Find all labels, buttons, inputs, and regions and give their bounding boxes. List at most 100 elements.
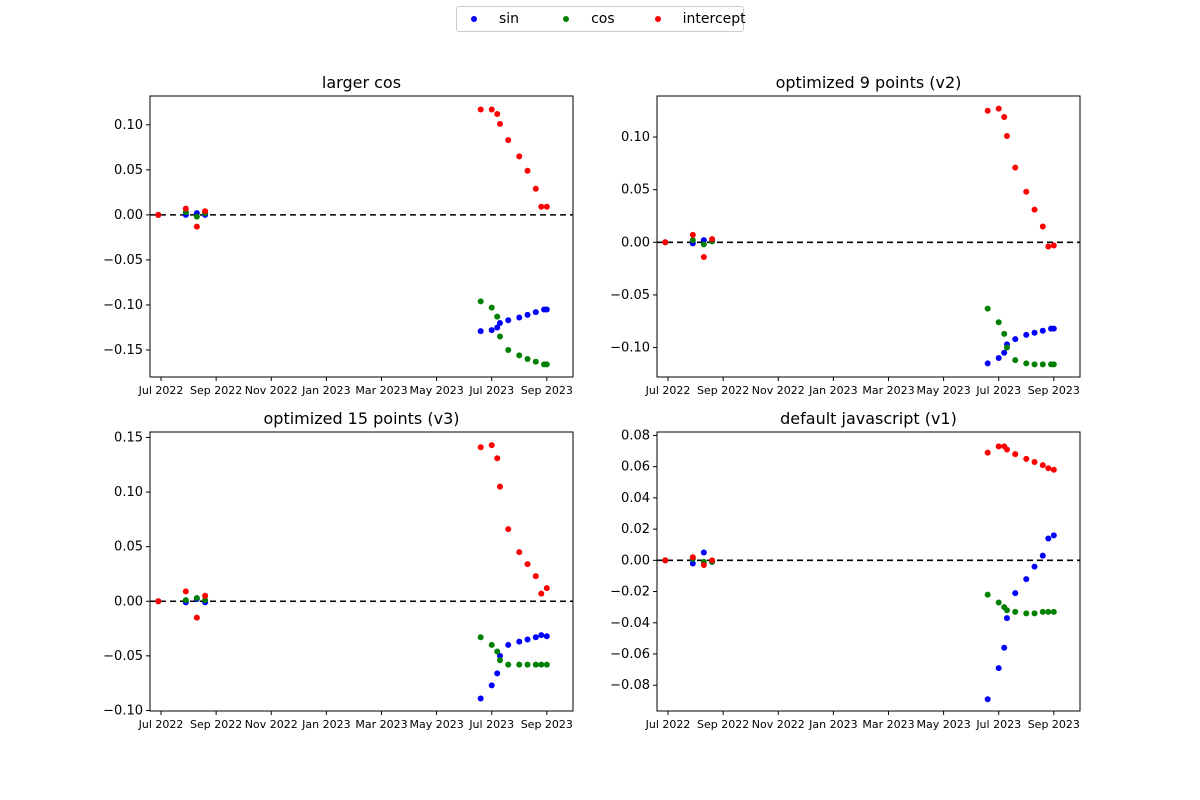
point-sin [496, 319, 503, 326]
point-sin [1050, 532, 1057, 539]
subplot-title: default javascript (v1) [780, 409, 957, 428]
x-tick-label: Sep 2022 [190, 384, 242, 397]
point-intercept [202, 592, 209, 599]
point-sin [700, 549, 707, 556]
y-tick-label: 0.05 [114, 540, 143, 555]
point-sin [532, 634, 539, 641]
point-intercept [496, 120, 503, 127]
x-tick-label: Jan 2023 [301, 718, 350, 731]
point-intercept [1045, 465, 1052, 472]
legend-marker-cos [563, 16, 570, 22]
point-sin [1031, 329, 1038, 336]
point-cos [494, 648, 501, 655]
point-sin [538, 632, 545, 639]
point-intercept [689, 231, 696, 238]
point-cos [1023, 610, 1030, 617]
point-intercept [662, 557, 669, 564]
point-sin [984, 696, 991, 703]
point-intercept [494, 111, 501, 118]
point-intercept [1045, 243, 1052, 250]
point-sin [1012, 336, 1019, 343]
subplot-3: optimized 15 points (v3) −0.10 −0.05 0.00 0.… [103, 409, 574, 731]
point-cos [532, 661, 539, 668]
x-tick-label: May 2023 [409, 384, 463, 397]
point-cos [543, 661, 550, 668]
point-intercept [524, 167, 531, 174]
legend-marker-sin [471, 16, 477, 22]
point-intercept [494, 455, 501, 462]
y-tick-label: −0.05 [103, 649, 143, 664]
point-sin [700, 237, 707, 244]
y-tick-label: 0.10 [114, 485, 143, 500]
point-cos [1050, 361, 1057, 368]
x-tick-label: May 2023 [916, 718, 970, 731]
y-tick-label: −0.05 [103, 253, 143, 268]
point-sin [477, 695, 484, 702]
point-intercept [505, 137, 512, 144]
point-cos [182, 597, 189, 604]
point-cos [505, 661, 512, 668]
point-cos [516, 352, 523, 359]
point-cos [543, 361, 550, 368]
point-intercept [1001, 114, 1008, 121]
point-intercept [532, 573, 539, 580]
point-cos [984, 591, 991, 598]
point-cos [532, 358, 539, 365]
point-intercept [193, 223, 200, 230]
point-intercept [202, 208, 209, 215]
x-tick-label: Jul 2022 [645, 384, 691, 397]
y-tick-label: −0.05 [610, 288, 650, 303]
legend-item-intercept: intercept [654, 11, 746, 27]
point-cos [995, 599, 1002, 606]
legend-marker-intercept [654, 16, 661, 22]
x-tick-label: Jul 2022 [138, 384, 184, 397]
point-cos [524, 355, 531, 362]
subplot-title: larger cos [322, 73, 401, 92]
x-tick-label: Nov 2022 [245, 384, 298, 397]
point-intercept [709, 236, 716, 243]
axes-frame [656, 95, 1081, 378]
point-cos [689, 237, 696, 244]
point-sin [1050, 325, 1057, 332]
y-tick-label: −0.15 [103, 343, 143, 358]
point-sin [995, 355, 1002, 362]
point-cos [1012, 608, 1019, 615]
y-tick-label: 0.08 [621, 428, 650, 443]
point-intercept [538, 203, 545, 210]
point-intercept [488, 442, 495, 449]
point-cos [1003, 607, 1010, 614]
point-cos [1012, 357, 1019, 364]
point-sin [477, 328, 484, 335]
point-intercept [543, 203, 550, 210]
point-sin [1003, 615, 1010, 622]
point-sin [984, 360, 991, 367]
point-intercept [1003, 446, 1010, 453]
point-intercept [700, 254, 707, 261]
point-intercept [1012, 164, 1019, 171]
point-sin [1031, 563, 1038, 570]
point-intercept [496, 483, 503, 490]
point-intercept [1039, 223, 1046, 230]
x-tick-label: Sep 2022 [697, 718, 749, 731]
point-intercept [532, 185, 539, 192]
point-sin [1001, 644, 1008, 651]
y-tick-label: 0.00 [621, 235, 650, 250]
x-tick-label: Jan 2023 [808, 718, 857, 731]
y-tick-label: 0.06 [621, 460, 650, 475]
point-cos [1031, 610, 1038, 617]
point-intercept [488, 106, 495, 113]
point-intercept [193, 614, 200, 621]
point-sin [524, 636, 531, 643]
point-sin [543, 633, 550, 640]
point-cos [516, 661, 523, 668]
point-intercept [1012, 451, 1019, 458]
x-tick-label: Mar 2023 [355, 384, 407, 397]
point-sin [505, 641, 512, 648]
y-tick-label: 0.00 [621, 553, 650, 568]
x-tick-label: Jul 2022 [645, 718, 691, 731]
x-tick-label: Jul 2023 [468, 384, 514, 397]
point-sin [505, 317, 512, 324]
point-cos [1031, 361, 1038, 368]
point-sin [516, 314, 523, 321]
point-sin [1001, 349, 1008, 356]
